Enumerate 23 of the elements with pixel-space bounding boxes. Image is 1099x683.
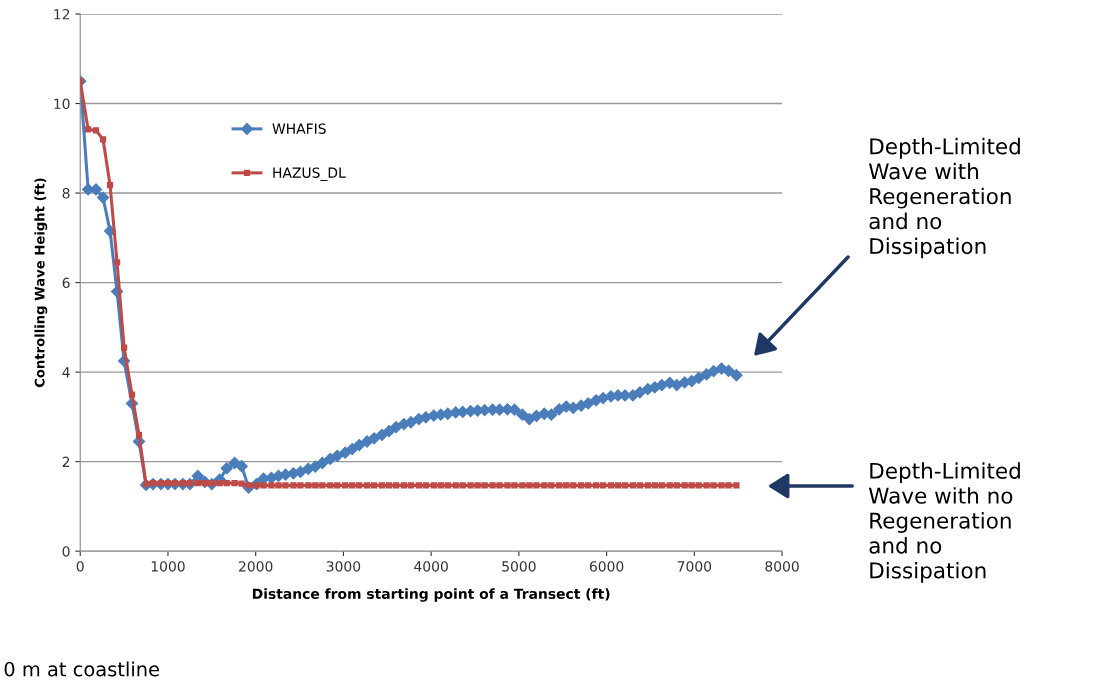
x-tick-label: 2000	[239, 561, 273, 572]
y-tick-label: 4	[62, 367, 70, 378]
legend-label: HAZUS_DL	[273, 167, 346, 182]
x-axis-title: Distance from starting point of a Transect (ft)	[252, 588, 610, 602]
x-tick-label: 1000	[151, 561, 185, 572]
y-tick-label: 6	[62, 277, 70, 289]
y-axis-title: Controlling Wave Height (ft)	[34, 178, 48, 388]
legend-label: WHAFIS	[272, 123, 326, 134]
x-tick-label: 0	[76, 561, 84, 572]
x-tick-label: 7000	[677, 561, 712, 572]
x-tick-label: 5000	[502, 561, 536, 572]
y-tick-label: 0	[62, 546, 70, 557]
text: Depth-Limited Wave with Regeneration and no Dissipation	[868, 137, 1020, 259]
text: 0 m at coastline	[4, 661, 159, 677]
y-tick-label: 2	[62, 456, 70, 467]
text: Depth-Limited Wave with no Regeneration and no Dissipation	[868, 462, 1020, 583]
y-tick-label: 8	[62, 188, 70, 199]
x-tick-label: 8000	[765, 561, 799, 572]
x-tick-label: 6000	[589, 561, 624, 572]
y-tick-label: 10	[54, 98, 70, 110]
x-tick-label: 4000	[414, 561, 448, 572]
x-tick-label: 3000	[326, 561, 361, 572]
y-tick-label: 12	[54, 8, 70, 20]
